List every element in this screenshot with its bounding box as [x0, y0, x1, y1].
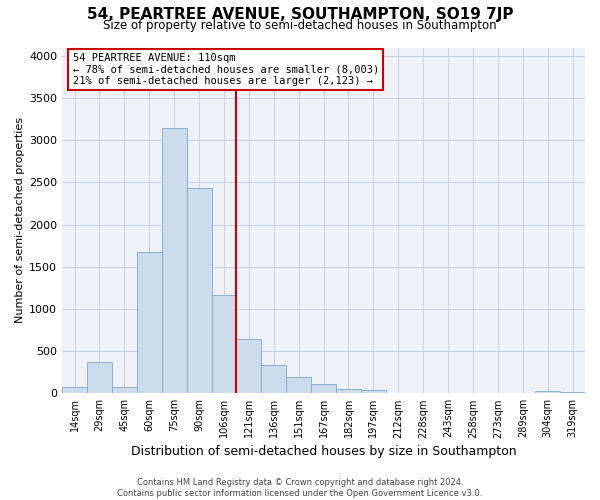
Text: 54, PEARTREE AVENUE, SOUTHAMPTON, SO19 7JP: 54, PEARTREE AVENUE, SOUTHAMPTON, SO19 7… [87, 8, 513, 22]
Text: 54 PEARTREE AVENUE: 110sqm
← 78% of semi-detached houses are smaller (8,003)
21%: 54 PEARTREE AVENUE: 110sqm ← 78% of semi… [73, 52, 379, 86]
Bar [361, 390, 386, 394]
Bar [162, 128, 187, 394]
Bar [262, 364, 286, 394]
Bar [560, 392, 585, 394]
X-axis label: Distribution of semi-detached houses by size in Southampton: Distribution of semi-detached houses by … [131, 444, 517, 458]
Bar [311, 384, 336, 394]
Bar [187, 188, 212, 394]
Text: Size of property relative to semi-detached houses in Southampton: Size of property relative to semi-detach… [103, 18, 497, 32]
Bar [236, 340, 262, 394]
Bar [212, 294, 236, 394]
Y-axis label: Number of semi-detached properties: Number of semi-detached properties [15, 118, 25, 324]
Text: Contains HM Land Registry data © Crown copyright and database right 2024.
Contai: Contains HM Land Registry data © Crown c… [118, 478, 482, 498]
Bar [336, 388, 361, 394]
Bar [137, 252, 162, 394]
Bar [87, 362, 112, 394]
Bar [62, 387, 87, 394]
Bar [535, 391, 560, 394]
Bar [112, 387, 137, 394]
Bar [286, 378, 311, 394]
